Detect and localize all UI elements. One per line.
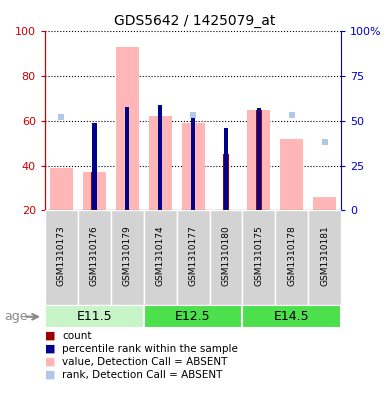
Bar xyxy=(256,110,262,210)
Bar xyxy=(78,210,111,305)
Text: age: age xyxy=(4,310,27,323)
Bar xyxy=(83,172,106,210)
Bar xyxy=(50,168,73,210)
Text: GSM1310174: GSM1310174 xyxy=(156,225,165,286)
Bar xyxy=(275,210,308,305)
Text: ■: ■ xyxy=(45,344,55,354)
Bar xyxy=(313,197,336,210)
Text: GSM1310179: GSM1310179 xyxy=(123,225,132,286)
Bar xyxy=(257,108,261,210)
Bar xyxy=(209,210,243,305)
Bar xyxy=(144,210,177,305)
Text: GSM1310178: GSM1310178 xyxy=(287,225,296,286)
Text: GDS5642 / 1425079_at: GDS5642 / 1425079_at xyxy=(114,14,276,28)
Text: ■: ■ xyxy=(45,331,55,341)
Bar xyxy=(149,116,172,210)
Text: ■: ■ xyxy=(45,357,55,367)
Bar xyxy=(177,210,209,305)
Bar xyxy=(116,47,139,210)
Bar xyxy=(243,210,275,305)
Bar xyxy=(144,305,243,328)
Bar xyxy=(92,123,97,210)
Bar xyxy=(308,210,341,305)
Bar xyxy=(191,117,195,210)
Text: value, Detection Call = ABSENT: value, Detection Call = ABSENT xyxy=(62,357,228,367)
Bar xyxy=(280,139,303,210)
Text: GSM1310181: GSM1310181 xyxy=(320,225,329,286)
Text: GSM1310180: GSM1310180 xyxy=(222,225,230,286)
Text: GSM1310176: GSM1310176 xyxy=(90,225,99,286)
Text: percentile rank within the sample: percentile rank within the sample xyxy=(62,344,238,354)
Text: GSM1310173: GSM1310173 xyxy=(57,225,66,286)
Bar xyxy=(224,128,228,210)
Bar xyxy=(111,210,144,305)
Bar xyxy=(158,105,162,210)
Bar xyxy=(247,110,270,210)
Text: E14.5: E14.5 xyxy=(274,310,310,323)
Text: count: count xyxy=(62,331,92,341)
Bar xyxy=(125,107,129,210)
Text: GSM1310175: GSM1310175 xyxy=(254,225,263,286)
Bar xyxy=(91,172,98,210)
Bar xyxy=(223,154,229,210)
Text: ■: ■ xyxy=(45,370,55,380)
Text: E11.5: E11.5 xyxy=(76,310,112,323)
Bar xyxy=(243,305,341,328)
Bar xyxy=(45,305,144,328)
Text: E12.5: E12.5 xyxy=(175,310,211,323)
Text: GSM1310177: GSM1310177 xyxy=(188,225,198,286)
Text: rank, Detection Call = ABSENT: rank, Detection Call = ABSENT xyxy=(62,370,223,380)
Bar xyxy=(45,210,78,305)
Bar xyxy=(181,123,205,210)
